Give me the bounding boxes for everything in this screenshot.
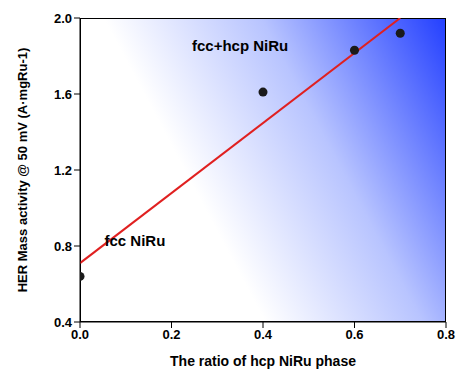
svg-text:0.0: 0.0 bbox=[71, 327, 89, 342]
svg-text:0.2: 0.2 bbox=[162, 327, 180, 342]
svg-text:0.8: 0.8 bbox=[437, 327, 455, 342]
svg-text:1.2: 1.2 bbox=[54, 163, 72, 178]
svg-text:0.4: 0.4 bbox=[54, 315, 73, 330]
svg-text:0.6: 0.6 bbox=[345, 327, 363, 342]
svg-text:0.8: 0.8 bbox=[54, 239, 72, 254]
html-text:fcc NiRu: fcc NiRu bbox=[104, 231, 166, 249]
svg-text:1.6: 1.6 bbox=[54, 87, 72, 102]
svg-text:HER Mass activity @ 50 mV (A·m: HER Mass activity @ 50 mV (A·mgRu-1) bbox=[15, 48, 30, 293]
svg-text:0.4: 0.4 bbox=[254, 327, 273, 342]
svg-text:2.0: 2.0 bbox=[54, 11, 72, 26]
html-text:fcc+hcp NiRu: fcc+hcp NiRu bbox=[192, 36, 289, 54]
svg-text:The ratio of hcp NiRu phase: The ratio of hcp NiRu phase bbox=[170, 353, 356, 369]
